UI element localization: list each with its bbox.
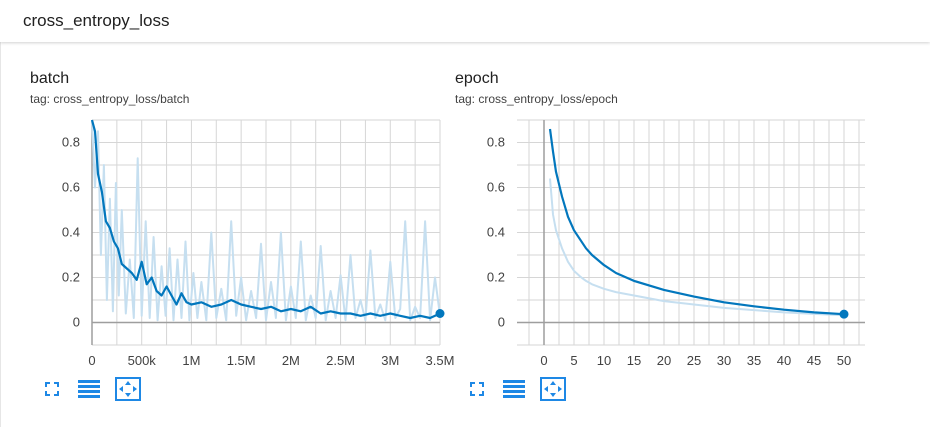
fullscreen-button[interactable] [39,376,65,402]
series-line-smoothed [548,128,845,316]
chart-title: batch [30,70,70,87]
card-group-header[interactable]: cross_entropy_loss [0,0,930,42]
x-tick-label: 0 [540,353,547,368]
fit-domain-icon [115,377,141,401]
x-tick-label: 3.5M [426,353,455,368]
x-tick-label: 0 [88,353,95,368]
fit-domain-button[interactable] [540,376,566,402]
last-value-point [435,309,445,318]
chart-plot-batch[interactable]: 0 0.2 0.4 0.6 0.8 0 500k 1M 1.5M 2M 2.5M 3M 3.5M [30,65,470,375]
x-tick-label: 1.5M [227,353,256,368]
x-tick-label: 2M [282,353,300,368]
y-tick-label: 0.8 [487,135,505,150]
x-tick-label: 25 [687,353,701,368]
y-tick-label: 0.2 [487,270,505,285]
x-tick-label: 3M [381,353,399,368]
x-tick-label: 5 [570,353,577,368]
chart-title: epoch [455,70,499,87]
y-tick-label: 0.4 [487,225,505,240]
y-tick-label: 0.6 [487,180,505,195]
y-tick-label: 0.6 [62,180,80,195]
panel-left-border [0,42,1,427]
x-tick-label: 40 [777,353,791,368]
chart-card-batch: batch tag: cross_entropy_loss/batch 0 0.2… [30,65,470,405]
x-tick-label: 500k [128,353,157,368]
y-tick-label: 0.8 [62,135,80,150]
chart-tag: tag: cross_entropy_loss/batch [30,92,190,106]
data-table-button[interactable] [501,376,527,402]
y-tick-label: 0.2 [62,270,80,285]
x-tick-label: 50 [837,353,851,368]
x-tick-label: 45 [807,353,821,368]
x-tick-label: 35 [747,353,761,368]
fullscreen-icon [470,382,484,396]
chart-plot-epoch[interactable]: 0 0.2 0.4 0.6 0.8 0 5 10 15 20 25 30 35 40 45 50 [455,65,895,375]
data-table-button[interactable] [76,376,102,402]
series-line-smoothed [90,119,441,320]
data-table-icon [78,380,100,398]
fullscreen-icon [45,382,59,396]
fit-domain-icon [540,377,566,401]
series-line-raw [91,119,441,322]
chart-card-epoch: epoch tag: cross_entropy_loss/epoch 0 0.2… [455,65,895,405]
y-tick-label: 0 [498,315,505,330]
card-group-title: cross_entropy_loss [23,11,170,30]
x-tick-label: 20 [657,353,671,368]
data-table-icon [503,380,525,398]
x-tick-label: 15 [627,353,641,368]
y-tick-label: 0.4 [62,225,80,240]
x-tick-label: 30 [717,353,731,368]
y-tick-label: 0 [73,315,80,330]
x-tick-label: 2.5M [326,353,355,368]
last-value-point [839,309,849,319]
chart-tag: tag: cross_entropy_loss/epoch [455,92,618,106]
fit-domain-button[interactable] [115,376,141,402]
series-line-raw [549,178,845,317]
x-tick-label: 10 [597,353,611,368]
fullscreen-button[interactable] [464,376,490,402]
x-tick-label: 1M [182,353,200,368]
